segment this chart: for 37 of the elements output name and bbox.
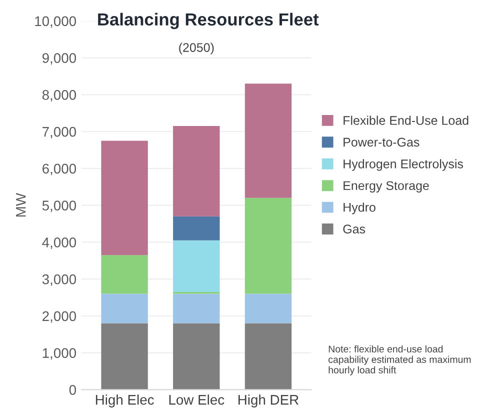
y-axis-title: MW	[16, 193, 26, 217]
x-tick-label: High DER	[238, 394, 298, 408]
y-tick-label: 4,000	[42, 238, 76, 249]
x-tick-label: Low Elec	[169, 394, 224, 405]
y-tick-label: 5,000	[42, 200, 76, 212]
bar	[244, 198, 292, 294]
text: Note: flexible end-use load capability estimated as maximum hourly load shift	[328, 345, 471, 376]
bar	[101, 323, 148, 390]
legend-label: Gas	[343, 224, 366, 234]
y-tick-label: 8,000	[42, 90, 76, 102]
y-tick-label: 10,000	[35, 16, 76, 28]
bar	[173, 240, 220, 292]
bar	[173, 323, 220, 390]
bar	[173, 216, 220, 240]
y-tick-label: 2,000	[42, 311, 76, 323]
y-tick-label: 7,000	[42, 126, 76, 138]
chart-title: Balancing Resources Fleet	[98, 12, 319, 30]
bar	[244, 323, 292, 390]
bar	[101, 255, 148, 294]
bar	[101, 140, 148, 256]
y-tick-label: 0	[69, 385, 76, 395]
legend-label: Hydro	[344, 202, 376, 214]
legend-label: Flexible End-Use Load	[344, 116, 468, 125]
y-tick-label: 9,000	[42, 53, 76, 65]
bar	[101, 294, 148, 324]
text: (2050)	[179, 42, 214, 54]
bar	[173, 294, 220, 324]
legend-label: Energy Storage	[344, 181, 429, 193]
x-tick-label: High Elec	[96, 394, 154, 408]
legend-label: Hydrogen Electrolysis	[344, 159, 464, 171]
y-tick-label: 1,000	[42, 348, 76, 360]
bar	[244, 294, 292, 324]
bar	[244, 84, 292, 198]
y-tick-label: 6,000	[42, 164, 76, 176]
bar	[173, 126, 220, 216]
legend-label: Power-to-Gas	[344, 138, 420, 147]
y-tick-label: 3,000	[42, 274, 76, 286]
